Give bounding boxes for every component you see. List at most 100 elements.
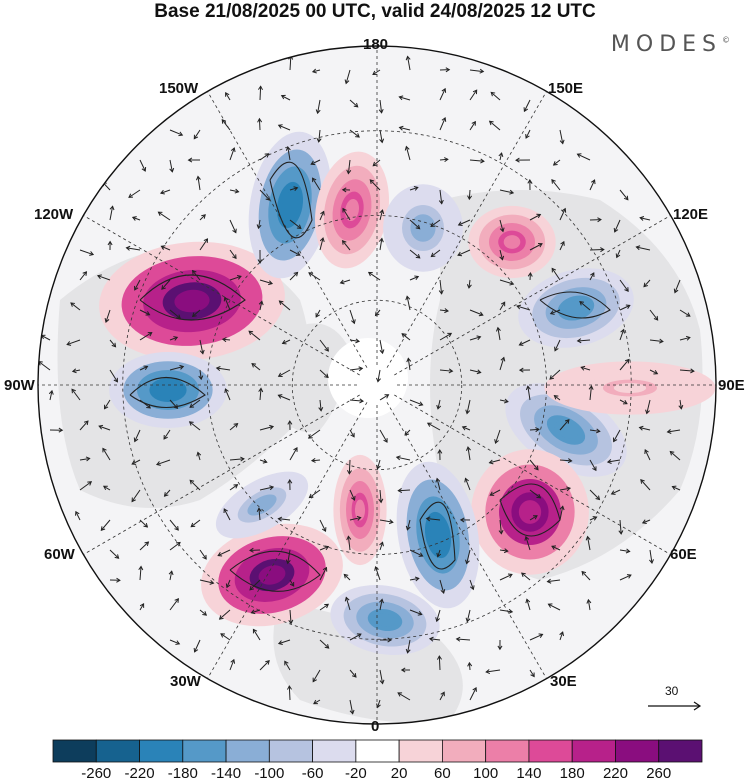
wind-arrow-head: [440, 589, 446, 594]
wind-arrow-head: [234, 188, 240, 194]
wind-arrow: [489, 120, 501, 131]
wind-arrow: [499, 249, 503, 260]
wind-arrow-head: [465, 617, 471, 623]
wind-arrow: [216, 367, 231, 371]
wind-arrow: [486, 669, 501, 673]
wind-arrow-head: [625, 548, 631, 554]
wind-arrow-head: [372, 70, 378, 76]
wind-arrow-head: [465, 446, 471, 451]
wind-arrow-head: [397, 488, 403, 494]
wind-arrow-head: [440, 691, 445, 697]
wind-arrow: [619, 399, 628, 405]
colorbar-tick-label: -60: [301, 765, 324, 782]
wind-arrow-head: [472, 89, 478, 95]
wind-arrow: [372, 159, 381, 167]
wind-arrow-head: [146, 404, 151, 409]
wind-arrow-head: [503, 548, 509, 554]
wind-arrow-head: [426, 422, 432, 427]
wind-arrow-head: [525, 385, 531, 391]
wind-arrow: [457, 249, 471, 256]
wind-arrow-head: [376, 703, 381, 709]
wind-arrow: [529, 428, 539, 431]
wind-arrow-head: [479, 68, 485, 74]
wind-arrow-head: [457, 221, 463, 226]
wind-arrow-head: [581, 570, 587, 576]
wind-arrow: [345, 69, 351, 84]
wind-arrow-head: [418, 401, 424, 407]
wind-arrow-head: [174, 525, 179, 531]
wind-arrow-head: [497, 645, 503, 651]
wind-arrow: [38, 361, 51, 371]
meridian-line: [207, 91, 368, 368]
wind-arrow-head: [310, 160, 316, 166]
wind-arrow: [466, 549, 471, 564]
wind-arrow: [349, 633, 362, 641]
wind-arrow: [169, 519, 179, 531]
wind-arrow: [282, 339, 291, 344]
wind-arrow-head: [356, 633, 362, 638]
wind-arrow: [467, 446, 471, 461]
streamline: [129, 376, 206, 409]
wind-arrow-head: [615, 253, 621, 259]
wind-arrow-head: [310, 457, 316, 463]
wind-arrow: [229, 458, 244, 461]
wind-arrow-head: [500, 301, 506, 307]
wind-arrow-head: [355, 338, 361, 344]
wind-arrow-head: [202, 554, 207, 560]
wind-arrow: [607, 459, 621, 463]
wind-arrow-head: [324, 644, 330, 649]
wind-arrow: [619, 329, 625, 341]
wind-arrow: [289, 579, 295, 587]
wind-arrow: [439, 158, 448, 161]
wind-arrow-head: [415, 253, 421, 259]
wind-arrow: [252, 629, 261, 641]
wind-arrow-head: [436, 552, 442, 558]
wind-arrow: [229, 423, 238, 431]
wind-arrow-head: [649, 559, 654, 565]
wind-arrow-head: [395, 455, 401, 461]
wind-arrow: [679, 399, 682, 409]
wind-arrow: [223, 508, 231, 521]
wind-arrow: [523, 99, 531, 112]
wind-arrow-head: [435, 477, 441, 483]
wind-arrow-head: [107, 240, 113, 246]
wind-arrow: [404, 429, 411, 436]
wind-arrow-head: [287, 478, 293, 484]
wind-arrow-head: [82, 271, 88, 276]
wind-arrow-head: [551, 545, 557, 550]
wind-arrow: [589, 179, 596, 191]
map-title: Base 21/08/2025 00 UTC, valid 24/08/2025…: [154, 1, 596, 22]
wind-arrow: [105, 309, 111, 323]
wind-arrow: [66, 339, 81, 346]
anomaly-core: [554, 421, 578, 439]
wind-arrow-head: [322, 566, 328, 572]
wind-arrow-head: [281, 339, 287, 345]
anomaly-core: [613, 382, 647, 394]
lon-label-0: 0: [371, 718, 380, 735]
wind-arrow: [649, 339, 663, 342]
wind-arrow: [529, 515, 538, 521]
wind-arrow-head: [500, 356, 506, 362]
wind-arrow-head: [586, 598, 592, 604]
wind-arrow-head: [401, 333, 407, 338]
wind-arrow: [258, 118, 261, 131]
wind-arrow: [529, 214, 541, 221]
wind-arrow-head: [131, 460, 137, 465]
wind-arrow-head: [666, 429, 672, 434]
wind-arrow-head: [384, 394, 390, 399]
anomaly-core: [156, 382, 180, 398]
wind-arrow: [438, 656, 441, 671]
wind-arrow-head: [257, 117, 263, 123]
wind-arrow: [348, 459, 351, 474]
wind-arrow-head: [284, 660, 289, 666]
wind-arrow-head: [551, 179, 556, 184]
wind-arrow-head: [147, 332, 153, 337]
wind-arrow-head: [610, 490, 616, 495]
wind-arrow-head: [248, 330, 254, 336]
colorbar-bin: [95, 739, 140, 763]
wind-arrow: [619, 574, 632, 581]
wind-arrow-head: [559, 631, 565, 637]
wind-arrow-head: [157, 211, 163, 216]
meridian-line: [83, 215, 360, 376]
wind-arrow: [379, 489, 382, 503]
